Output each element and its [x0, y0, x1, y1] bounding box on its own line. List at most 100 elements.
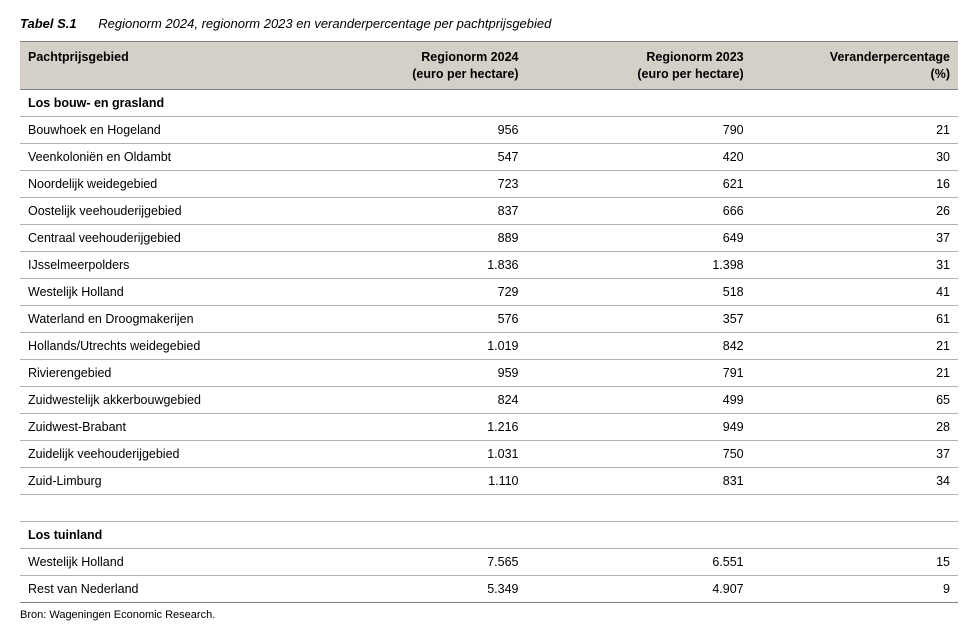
cell-2024: 729: [301, 278, 526, 305]
regionorm-table: Pachtprijsgebied Regionorm 2024 (euro pe…: [20, 41, 958, 603]
cell-pct: 28: [752, 413, 958, 440]
cell-region: Hollands/Utrechts weidegebied: [20, 332, 301, 359]
col-header-2023: Regionorm 2023 (euro per hectare): [527, 42, 752, 90]
section-header: Los tuinland: [20, 521, 958, 548]
cell-pct: 37: [752, 440, 958, 467]
col-header-pct: Veranderpercentage (%): [752, 42, 958, 90]
cell-2024: 889: [301, 224, 526, 251]
cell-2024: 7.565: [301, 548, 526, 575]
cell-region: Zuidwest-Brabant: [20, 413, 301, 440]
cell-2023: 499: [527, 386, 752, 413]
cell-pct: 15: [752, 548, 958, 575]
cell-2024: 1.216: [301, 413, 526, 440]
cell-2023: 6.551: [527, 548, 752, 575]
cell-region: Veenkoloniën en Oldambt: [20, 143, 301, 170]
col-header-sub: (euro per hectare): [535, 66, 744, 83]
cell-region: Bouwhoek en Hogeland: [20, 116, 301, 143]
cell-2023: 791: [527, 359, 752, 386]
cell-2023: 1.398: [527, 251, 752, 278]
cell-2023: 790: [527, 116, 752, 143]
table-row: Oostelijk veehouderijgebied83766626: [20, 197, 958, 224]
cell-pct: 16: [752, 170, 958, 197]
cell-pct: 21: [752, 332, 958, 359]
table-row: Zuid-Limburg1.11083134: [20, 467, 958, 494]
cell-pct: 26: [752, 197, 958, 224]
cell-2023: 420: [527, 143, 752, 170]
cell-region: Noordelijk weidegebied: [20, 170, 301, 197]
cell-2023: 949: [527, 413, 752, 440]
cell-region: Waterland en Droogmakerijen: [20, 305, 301, 332]
table-row: Westelijk Holland72951841: [20, 278, 958, 305]
caption-title: Regionorm 2024, regionorm 2023 en verand…: [98, 16, 551, 31]
col-header-text: Regionorm 2024: [421, 50, 518, 64]
cell-2023: 750: [527, 440, 752, 467]
table-row: Zuidwest-Brabant1.21694928: [20, 413, 958, 440]
col-header-text: Veranderpercentage: [830, 50, 950, 64]
table-row: Zuidwestelijk akkerbouwgebied82449965: [20, 386, 958, 413]
cell-region: IJsselmeerpolders: [20, 251, 301, 278]
cell-2024: 576: [301, 305, 526, 332]
cell-2023: 4.907: [527, 575, 752, 602]
table-body: Los bouw- en graslandBouwhoek en Hogelan…: [20, 89, 958, 602]
cell-2023: 518: [527, 278, 752, 305]
col-header-sub: (%): [760, 66, 950, 83]
table-row: Rest van Nederland5.3494.9079: [20, 575, 958, 602]
cell-2024: 1.031: [301, 440, 526, 467]
section-title: Los tuinland: [20, 521, 958, 548]
table-row: IJsselmeerpolders1.8361.39831: [20, 251, 958, 278]
table-row: Waterland en Droogmakerijen57635761: [20, 305, 958, 332]
col-header-sub: (euro per hectare): [309, 66, 518, 83]
cell-region: Westelijk Holland: [20, 278, 301, 305]
cell-pct: 9: [752, 575, 958, 602]
spacer-cell: [20, 494, 958, 521]
cell-2024: 547: [301, 143, 526, 170]
cell-region: Rest van Nederland: [20, 575, 301, 602]
cell-region: Centraal veehouderijgebied: [20, 224, 301, 251]
cell-pct: 31: [752, 251, 958, 278]
cell-2023: 621: [527, 170, 752, 197]
table-row: Hollands/Utrechts weidegebied1.01984221: [20, 332, 958, 359]
section-spacer: [20, 494, 958, 521]
caption-label: Tabel S.1: [20, 16, 77, 31]
cell-region: Oostelijk veehouderijgebied: [20, 197, 301, 224]
cell-region: Westelijk Holland: [20, 548, 301, 575]
cell-region: Zuidwestelijk akkerbouwgebied: [20, 386, 301, 413]
cell-2023: 842: [527, 332, 752, 359]
cell-2024: 5.349: [301, 575, 526, 602]
table-row: Veenkoloniën en Oldambt54742030: [20, 143, 958, 170]
table-head: Pachtprijsgebied Regionorm 2024 (euro pe…: [20, 42, 958, 90]
cell-pct: 21: [752, 359, 958, 386]
col-header-text: Pachtprijsgebied: [28, 50, 129, 64]
section-header: Los bouw- en grasland: [20, 89, 958, 116]
col-header-region: Pachtprijsgebied: [20, 42, 301, 90]
cell-pct: 21: [752, 116, 958, 143]
col-header-text: Regionorm 2023: [646, 50, 743, 64]
cell-pct: 41: [752, 278, 958, 305]
cell-2024: 1.110: [301, 467, 526, 494]
cell-2024: 956: [301, 116, 526, 143]
cell-pct: 65: [752, 386, 958, 413]
table-row: Westelijk Holland7.5656.55115: [20, 548, 958, 575]
cell-2023: 649: [527, 224, 752, 251]
cell-2024: 1.836: [301, 251, 526, 278]
cell-pct: 37: [752, 224, 958, 251]
cell-pct: 61: [752, 305, 958, 332]
section-title: Los bouw- en grasland: [20, 89, 958, 116]
col-header-2024: Regionorm 2024 (euro per hectare): [301, 42, 526, 90]
table-row: Zuidelijk veehouderijgebied1.03175037: [20, 440, 958, 467]
cell-2024: 824: [301, 386, 526, 413]
source-note: Bron: Wageningen Economic Research.: [20, 609, 958, 621]
cell-region: Zuidelijk veehouderijgebied: [20, 440, 301, 467]
table-caption: Tabel S.1 Regionorm 2024, regionorm 2023…: [20, 16, 958, 31]
cell-2023: 357: [527, 305, 752, 332]
cell-region: Zuid-Limburg: [20, 467, 301, 494]
cell-2023: 831: [527, 467, 752, 494]
cell-region: Rivierengebied: [20, 359, 301, 386]
cell-2024: 723: [301, 170, 526, 197]
cell-2024: 959: [301, 359, 526, 386]
table-row: Rivierengebied95979121: [20, 359, 958, 386]
cell-2024: 837: [301, 197, 526, 224]
cell-2023: 666: [527, 197, 752, 224]
table-row: Centraal veehouderijgebied88964937: [20, 224, 958, 251]
table-row: Bouwhoek en Hogeland95679021: [20, 116, 958, 143]
